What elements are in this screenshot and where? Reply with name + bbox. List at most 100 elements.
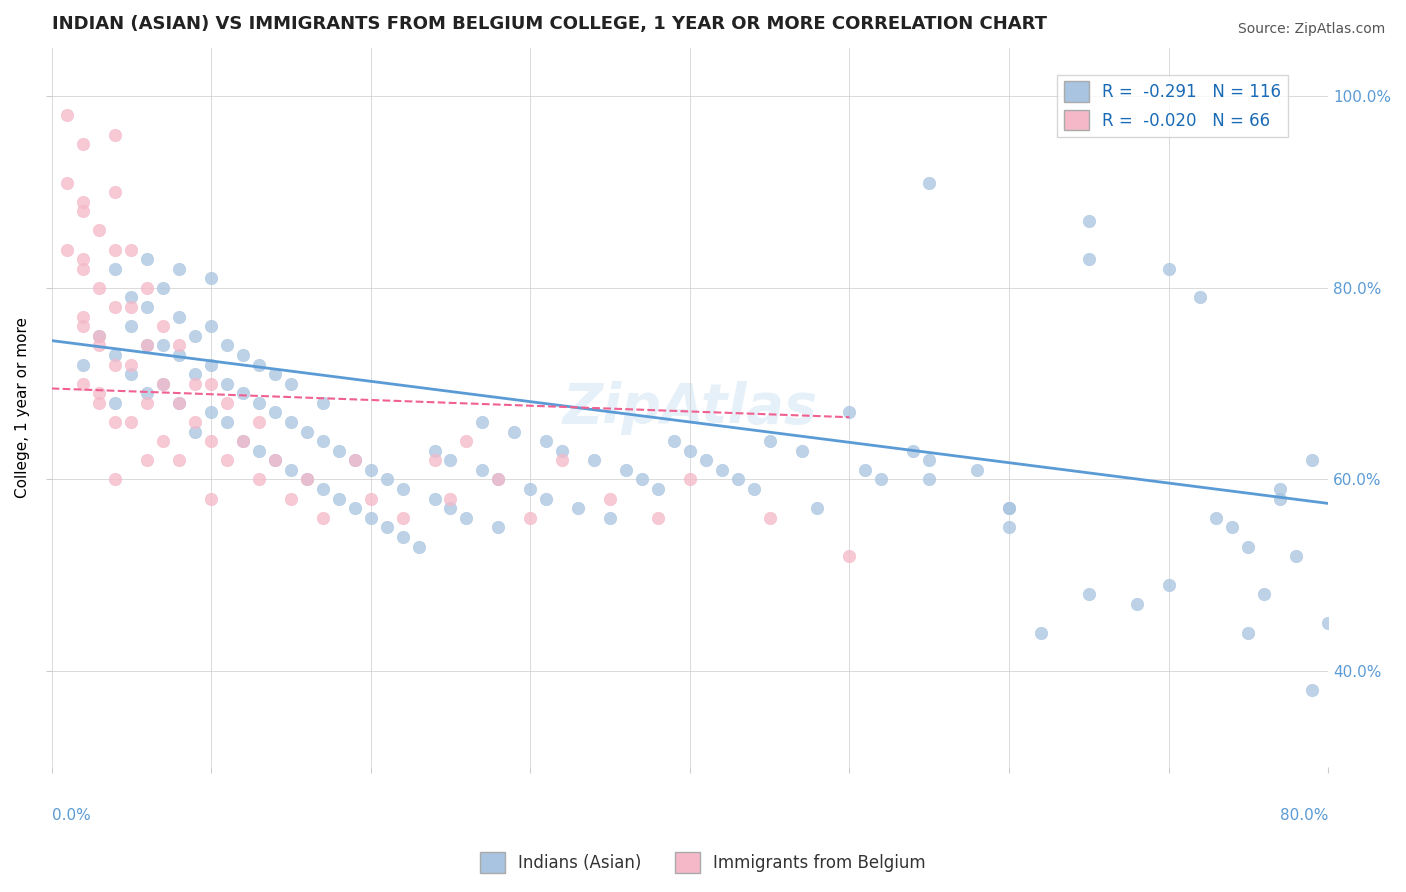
Point (439, 501, 461, 516)
Point (853, 463, 876, 477)
Point (903, 443, 925, 458)
Point (136, 300, 159, 314)
Point (471, 415, 494, 429)
Point (280, 463, 302, 477)
Point (360, 463, 382, 477)
Point (551, 453, 574, 467)
Point (360, 510, 382, 524)
Text: 0.0%: 0.0% (52, 808, 90, 823)
Point (423, 443, 446, 458)
Point (136, 453, 159, 467)
Point (838, 549, 860, 563)
Point (200, 271, 222, 285)
Point (56, 108, 79, 122)
Point (120, 290, 142, 304)
Point (551, 443, 574, 458)
Point (104, 415, 127, 429)
Point (232, 434, 254, 449)
Point (104, 473, 127, 487)
Point (280, 376, 302, 391)
Point (136, 281, 159, 295)
Point (152, 376, 174, 391)
Point (486, 520, 509, 534)
Point (1237, 625, 1260, 640)
Point (1125, 597, 1147, 611)
Point (167, 348, 190, 362)
Point (215, 415, 238, 429)
Y-axis label: College, 1 year or more: College, 1 year or more (15, 318, 30, 498)
Point (647, 482, 669, 496)
Point (104, 243, 127, 257)
Point (200, 434, 222, 449)
Point (104, 185, 127, 199)
Point (1077, 587, 1099, 601)
Point (1077, 214, 1099, 228)
Point (72, 310, 94, 324)
Point (167, 310, 190, 324)
Point (200, 319, 222, 334)
Point (456, 510, 478, 524)
Point (264, 367, 287, 381)
Point (104, 358, 127, 372)
Point (232, 386, 254, 401)
Point (104, 128, 127, 142)
Point (695, 453, 717, 467)
Point (200, 405, 222, 419)
Point (1301, 453, 1323, 467)
Point (167, 396, 190, 410)
Point (136, 338, 159, 352)
Point (679, 443, 702, 458)
Point (631, 473, 654, 487)
Point (167, 453, 190, 467)
Point (89, 338, 111, 352)
Text: ZipAtlas: ZipAtlas (562, 381, 817, 434)
Point (998, 520, 1021, 534)
Point (662, 434, 685, 449)
Point (1301, 683, 1323, 698)
Point (423, 453, 446, 467)
Legend: R =  -0.291   N = 116, R =  -0.020   N = 66: R = -0.291 N = 116, R = -0.020 N = 66 (1057, 75, 1288, 137)
Point (167, 338, 190, 352)
Point (167, 261, 190, 276)
Point (184, 367, 207, 381)
Point (486, 473, 509, 487)
Point (486, 473, 509, 487)
Point (471, 463, 494, 477)
Point (120, 367, 142, 381)
Point (519, 510, 541, 524)
Point (790, 443, 813, 458)
Point (120, 300, 142, 314)
Point (758, 434, 780, 449)
Point (456, 434, 478, 449)
Point (870, 473, 893, 487)
Point (104, 261, 127, 276)
Point (918, 176, 941, 190)
Text: INDIAN (ASIAN) VS IMMIGRANTS FROM BELGIUM COLLEGE, 1 YEAR OR MORE CORRELATION CH: INDIAN (ASIAN) VS IMMIGRANTS FROM BELGIU… (52, 15, 1046, 33)
Point (534, 491, 557, 506)
Point (599, 491, 621, 506)
Point (806, 501, 828, 516)
Point (1270, 482, 1292, 496)
Point (1157, 578, 1180, 592)
Point (312, 434, 335, 449)
Point (89, 328, 111, 343)
Point (120, 319, 142, 334)
Point (343, 453, 366, 467)
Point (72, 204, 94, 219)
Point (247, 415, 270, 429)
Point (583, 453, 606, 467)
Point (679, 473, 702, 487)
Point (184, 376, 207, 391)
Point (184, 415, 207, 429)
Point (534, 434, 557, 449)
Point (998, 501, 1021, 516)
Point (120, 358, 142, 372)
Point (838, 405, 860, 419)
Point (647, 510, 669, 524)
Point (152, 319, 174, 334)
Point (72, 194, 94, 209)
Point (200, 376, 222, 391)
Point (104, 396, 127, 410)
Point (72, 261, 94, 276)
Point (136, 386, 159, 401)
